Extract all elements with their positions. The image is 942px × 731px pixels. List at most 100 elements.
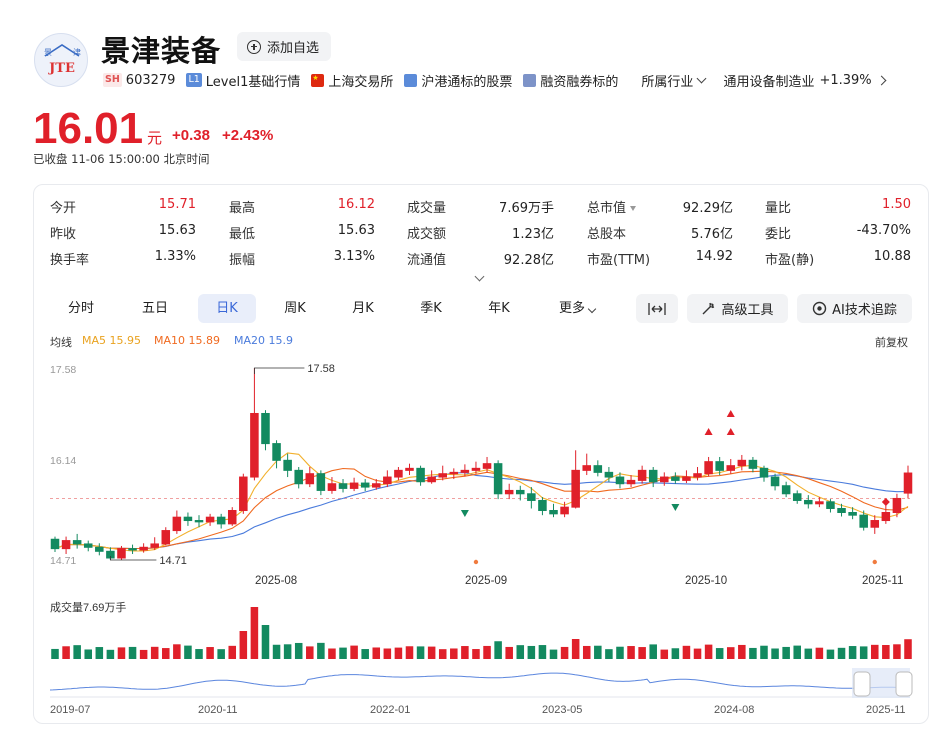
tab-yearly-k[interactable]: 年K [488,301,510,316]
adjust-mode[interactable]: 前复权 [875,336,908,349]
volume-bar [549,649,558,659]
event-dot-icon [473,559,479,565]
tab-weekly-k[interactable]: 周K [284,301,306,316]
candle-body [792,493,802,501]
volume-bar [804,648,813,659]
volume-bar [306,646,314,659]
level-badge: L1 [186,73,202,87]
candle-body [682,476,691,481]
volume-bar [815,647,824,659]
volume-bar [62,646,70,659]
dropdown-triangle-icon[interactable] [630,206,637,211]
candle-body [748,459,758,469]
volume-bar [405,646,414,659]
ma-legend-label: 均线 [50,336,72,349]
price-unit: 元 [147,129,163,147]
fit-width-icon [648,302,666,315]
ai-tracking-label: AI技术追踪 [832,303,897,318]
ma20-value: MA20 15.9 [234,334,294,347]
signal-diamond-icon [881,498,890,506]
y-label-low: 14.71 [50,555,77,567]
volume-bar [516,645,525,659]
candle-body [560,506,569,515]
candle-body [294,469,303,485]
x-label-nov: 2025-11 [862,575,904,587]
volume-bar [859,646,868,659]
candle-body [416,467,425,483]
volume-bar [195,649,203,659]
candle-body [216,516,226,525]
volume-bar [361,649,369,659]
quote-label: 最低 [229,227,256,242]
tab-more[interactable]: 更多 [548,294,606,323]
logo-letters: JTE [48,61,75,76]
candle-body [283,459,292,471]
volume-bar [117,647,126,659]
quote-value: 92.29亿 [682,201,733,216]
price-change-pct: +2.43% [222,127,274,144]
high-marker-line [254,367,305,374]
ai-icon [812,301,827,316]
volume-bar [228,645,237,659]
volume-bar [848,646,857,659]
candle-body [826,501,835,509]
industry-label: 所属行业 [641,74,694,90]
volume-bar [51,648,59,659]
tab-intraday[interactable]: 分时 [67,301,94,316]
candle-body [516,489,525,495]
volume-bar [560,646,569,659]
ma10-line [54,467,909,550]
tab-daily-k[interactable]: 日K [198,294,256,323]
industry-dropdown[interactable]: 所属行业 [641,71,707,90]
volume-bar [317,642,325,659]
candle-body [604,471,614,478]
y-label-mid: 16.14 [50,455,77,467]
volume-bar [627,646,635,659]
candle-body [648,469,658,483]
candle-body [704,461,713,475]
tab-five-day[interactable]: 五日 [141,301,168,316]
candle-body [338,483,348,489]
quote-value: -43.70% [856,223,911,238]
quote-label: 成交额 [407,227,447,242]
quote-value: 14.92 [695,249,733,264]
industry-link[interactable]: 通用设备制造业 +1.39% [723,71,887,90]
candle-body [327,483,337,491]
candle-body [693,473,702,478]
tab-monthly-k[interactable]: 月K [352,301,374,316]
quote-label: 市盈(TTM) [587,253,651,268]
overview-handle-right [895,671,913,697]
candle-body [471,467,481,471]
candle-body [305,473,315,485]
quote-label: 市盈(静) [765,253,815,268]
china-flag-icon [311,73,325,87]
candle-body [405,467,414,471]
add-watchlist-button[interactable]: 添加自选 [237,32,332,61]
candle-body [427,476,436,483]
candle-body [95,546,104,552]
candle-body [671,476,680,481]
candle-body [549,509,558,515]
tab-quarterly-k[interactable]: 季K [420,301,442,316]
quote-label: 流通值 [407,253,447,268]
volume-bar [372,647,381,659]
level-text: Level1基础行情 [205,74,301,90]
volume-bar [350,645,358,659]
quote-value: 10.88 [873,249,911,264]
volume-bar [616,646,624,659]
candle-body [139,546,148,551]
quote-panel [33,184,929,724]
overview-label-2022: 2022-01 [370,704,411,716]
overview-line [49,672,906,691]
volume-bar [738,644,746,659]
volume-bar [250,607,259,659]
candle-body [261,412,270,445]
ai-tracking-button[interactable]: AI技术追踪 [797,294,912,323]
fit-width-button[interactable] [636,294,678,323]
advanced-tools-button[interactable]: 高级工具 [687,294,788,323]
candle-body [83,543,93,548]
volume-bar [106,649,115,659]
candle-body [349,482,359,489]
